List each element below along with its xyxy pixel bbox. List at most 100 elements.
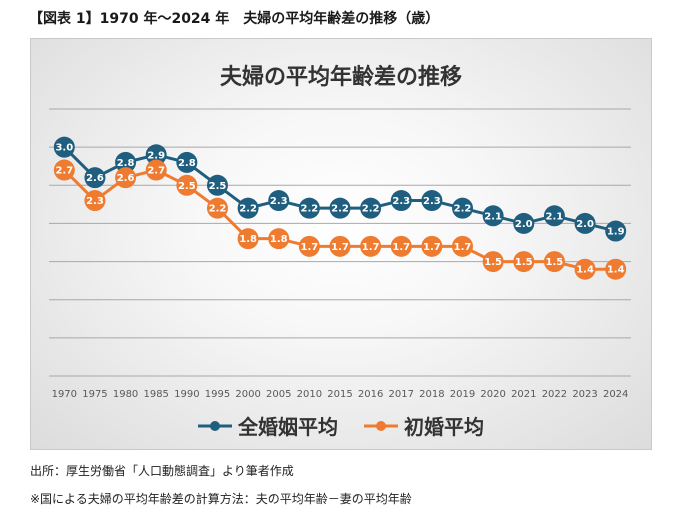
- data-point: [574, 258, 596, 280]
- x-tick-label: 2022: [542, 389, 567, 400]
- x-tick-label: 2018: [419, 389, 444, 400]
- data-label: 1.7: [301, 242, 319, 253]
- data-point: [543, 205, 565, 227]
- data-point: [115, 167, 137, 189]
- legend-label-series-1: 全婚姻平均: [238, 415, 338, 439]
- data-point: [360, 235, 382, 257]
- data-label: 2.3: [270, 196, 288, 207]
- x-tick-label: 2015: [327, 389, 352, 400]
- legend-label-series-2: 初婚平均: [404, 415, 484, 439]
- data-point: [206, 174, 228, 196]
- data-point: [329, 197, 351, 219]
- data-label: 1.7: [392, 242, 410, 253]
- data-label: 2.6: [117, 173, 135, 184]
- data-label: 2.7: [55, 166, 73, 177]
- x-tick-label: 1980: [113, 389, 138, 400]
- chart-title: 夫婦の平均年齢差の推移: [219, 65, 462, 90]
- data-label: 1.7: [362, 242, 380, 253]
- line-chart: 1970 1975 1980 1985 1990 1995 2000 2005 2010 2015…: [49, 108, 631, 400]
- x-tick-label: 2019: [450, 389, 475, 400]
- x-tick-label: 2017: [389, 389, 414, 400]
- data-label: 2.6: [86, 173, 104, 184]
- data-point: [513, 251, 535, 273]
- data-point: [145, 144, 167, 166]
- x-tick-label: 2023: [572, 389, 597, 400]
- figure-title: 【図表 1】1970 年～2024 年 夫婦の平均年齢差の推移（歳）: [29, 11, 440, 27]
- x-tick-label: 1995: [205, 389, 230, 400]
- data-point: [574, 212, 596, 234]
- data-label: 2.2: [331, 204, 349, 215]
- legend: 全婚姻平均 初婚平均: [31, 411, 651, 440]
- x-tick-label: 2021: [511, 389, 536, 400]
- legend-marker-series-1: [198, 420, 232, 431]
- data-label: 2.2: [209, 204, 227, 215]
- data-point: [482, 251, 504, 273]
- data-point: [115, 151, 137, 173]
- data-point: [145, 159, 167, 181]
- data-label: 2.2: [362, 204, 380, 215]
- x-tick-label: 2005: [266, 389, 291, 400]
- data-label: 1.5: [484, 257, 502, 268]
- data-label: 2.2: [239, 204, 257, 215]
- data-label: 2.3: [392, 196, 410, 207]
- x-tick-label: 2010: [297, 389, 322, 400]
- legend-item-series-2: 初婚平均: [364, 411, 484, 440]
- x-tick-label: 1985: [143, 389, 168, 400]
- data-label: 2.5: [209, 181, 227, 192]
- x-tick-label: 2020: [480, 389, 505, 400]
- data-point: [268, 228, 290, 250]
- data-point: [268, 190, 290, 212]
- x-tick-label: 1990: [174, 389, 199, 400]
- data-label: 1.5: [515, 257, 533, 268]
- data-label: 1.8: [239, 234, 257, 245]
- data-label: 1.8: [270, 234, 288, 245]
- data-point: [237, 197, 259, 219]
- data-point: [452, 235, 474, 257]
- chart-panel: 夫婦の平均年齢差の推移 1970 1975 1980 1985 1990 1995 2000…: [30, 38, 652, 450]
- data-label: 1.7: [423, 242, 441, 253]
- data-point: [482, 205, 504, 227]
- data-point: [329, 235, 351, 257]
- x-tick-label: 2000: [235, 389, 260, 400]
- data-point: [298, 235, 320, 257]
- x-tick-label: 1975: [82, 389, 107, 400]
- data-point: [513, 212, 535, 234]
- data-label: 1.9: [607, 227, 625, 238]
- data-label: 1.7: [454, 242, 472, 253]
- data-point: [421, 190, 443, 212]
- data-point: [176, 174, 198, 196]
- data-label: 2.3: [86, 196, 104, 207]
- data-label: 1.4: [576, 265, 594, 276]
- data-point: [84, 190, 106, 212]
- data-label: 2.1: [546, 211, 564, 222]
- data-point: [84, 167, 106, 189]
- data-label: 2.2: [454, 204, 472, 215]
- data-label: 2.9: [147, 150, 165, 161]
- data-label: 2.0: [576, 219, 594, 230]
- data-point: [360, 197, 382, 219]
- data-point: [452, 197, 474, 219]
- data-label: 1.4: [607, 265, 625, 276]
- data-label: 2.1: [484, 211, 502, 222]
- data-label: 1.5: [546, 257, 564, 268]
- x-tick-label: 2024: [603, 389, 628, 400]
- data-label: 2.8: [117, 158, 135, 169]
- data-point: [53, 136, 75, 158]
- data-label: 2.7: [147, 166, 165, 177]
- x-tick-label: 2016: [358, 389, 383, 400]
- source-note: 出所：厚生労働省「人口動態調査」より筆者作成: [30, 464, 294, 478]
- data-point: [605, 258, 627, 280]
- data-point: [390, 190, 412, 212]
- method-note: ※国による夫婦の平均年齢差の計算方法：夫の平均年齢－妻の平均年齢: [30, 492, 412, 506]
- data-point: [543, 251, 565, 273]
- data-label: 1.7: [331, 242, 349, 253]
- x-tick-label: 1970: [52, 389, 77, 400]
- data-point: [53, 159, 75, 181]
- data-point: [605, 220, 627, 242]
- data-label: 2.0: [515, 219, 533, 230]
- data-label: 2.2: [301, 204, 319, 215]
- data-label: 2.8: [178, 158, 196, 169]
- legend-marker-series-2: [364, 420, 398, 431]
- data-point: [298, 197, 320, 219]
- data-label: 2.5: [178, 181, 196, 192]
